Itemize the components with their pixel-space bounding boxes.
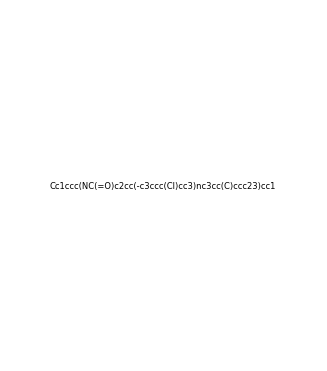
- Text: Cc1ccc(NC(=O)c2cc(-c3ccc(Cl)cc3)nc3cc(C)ccc23)cc1: Cc1ccc(NC(=O)c2cc(-c3ccc(Cl)cc3)nc3cc(C)…: [50, 181, 276, 190]
